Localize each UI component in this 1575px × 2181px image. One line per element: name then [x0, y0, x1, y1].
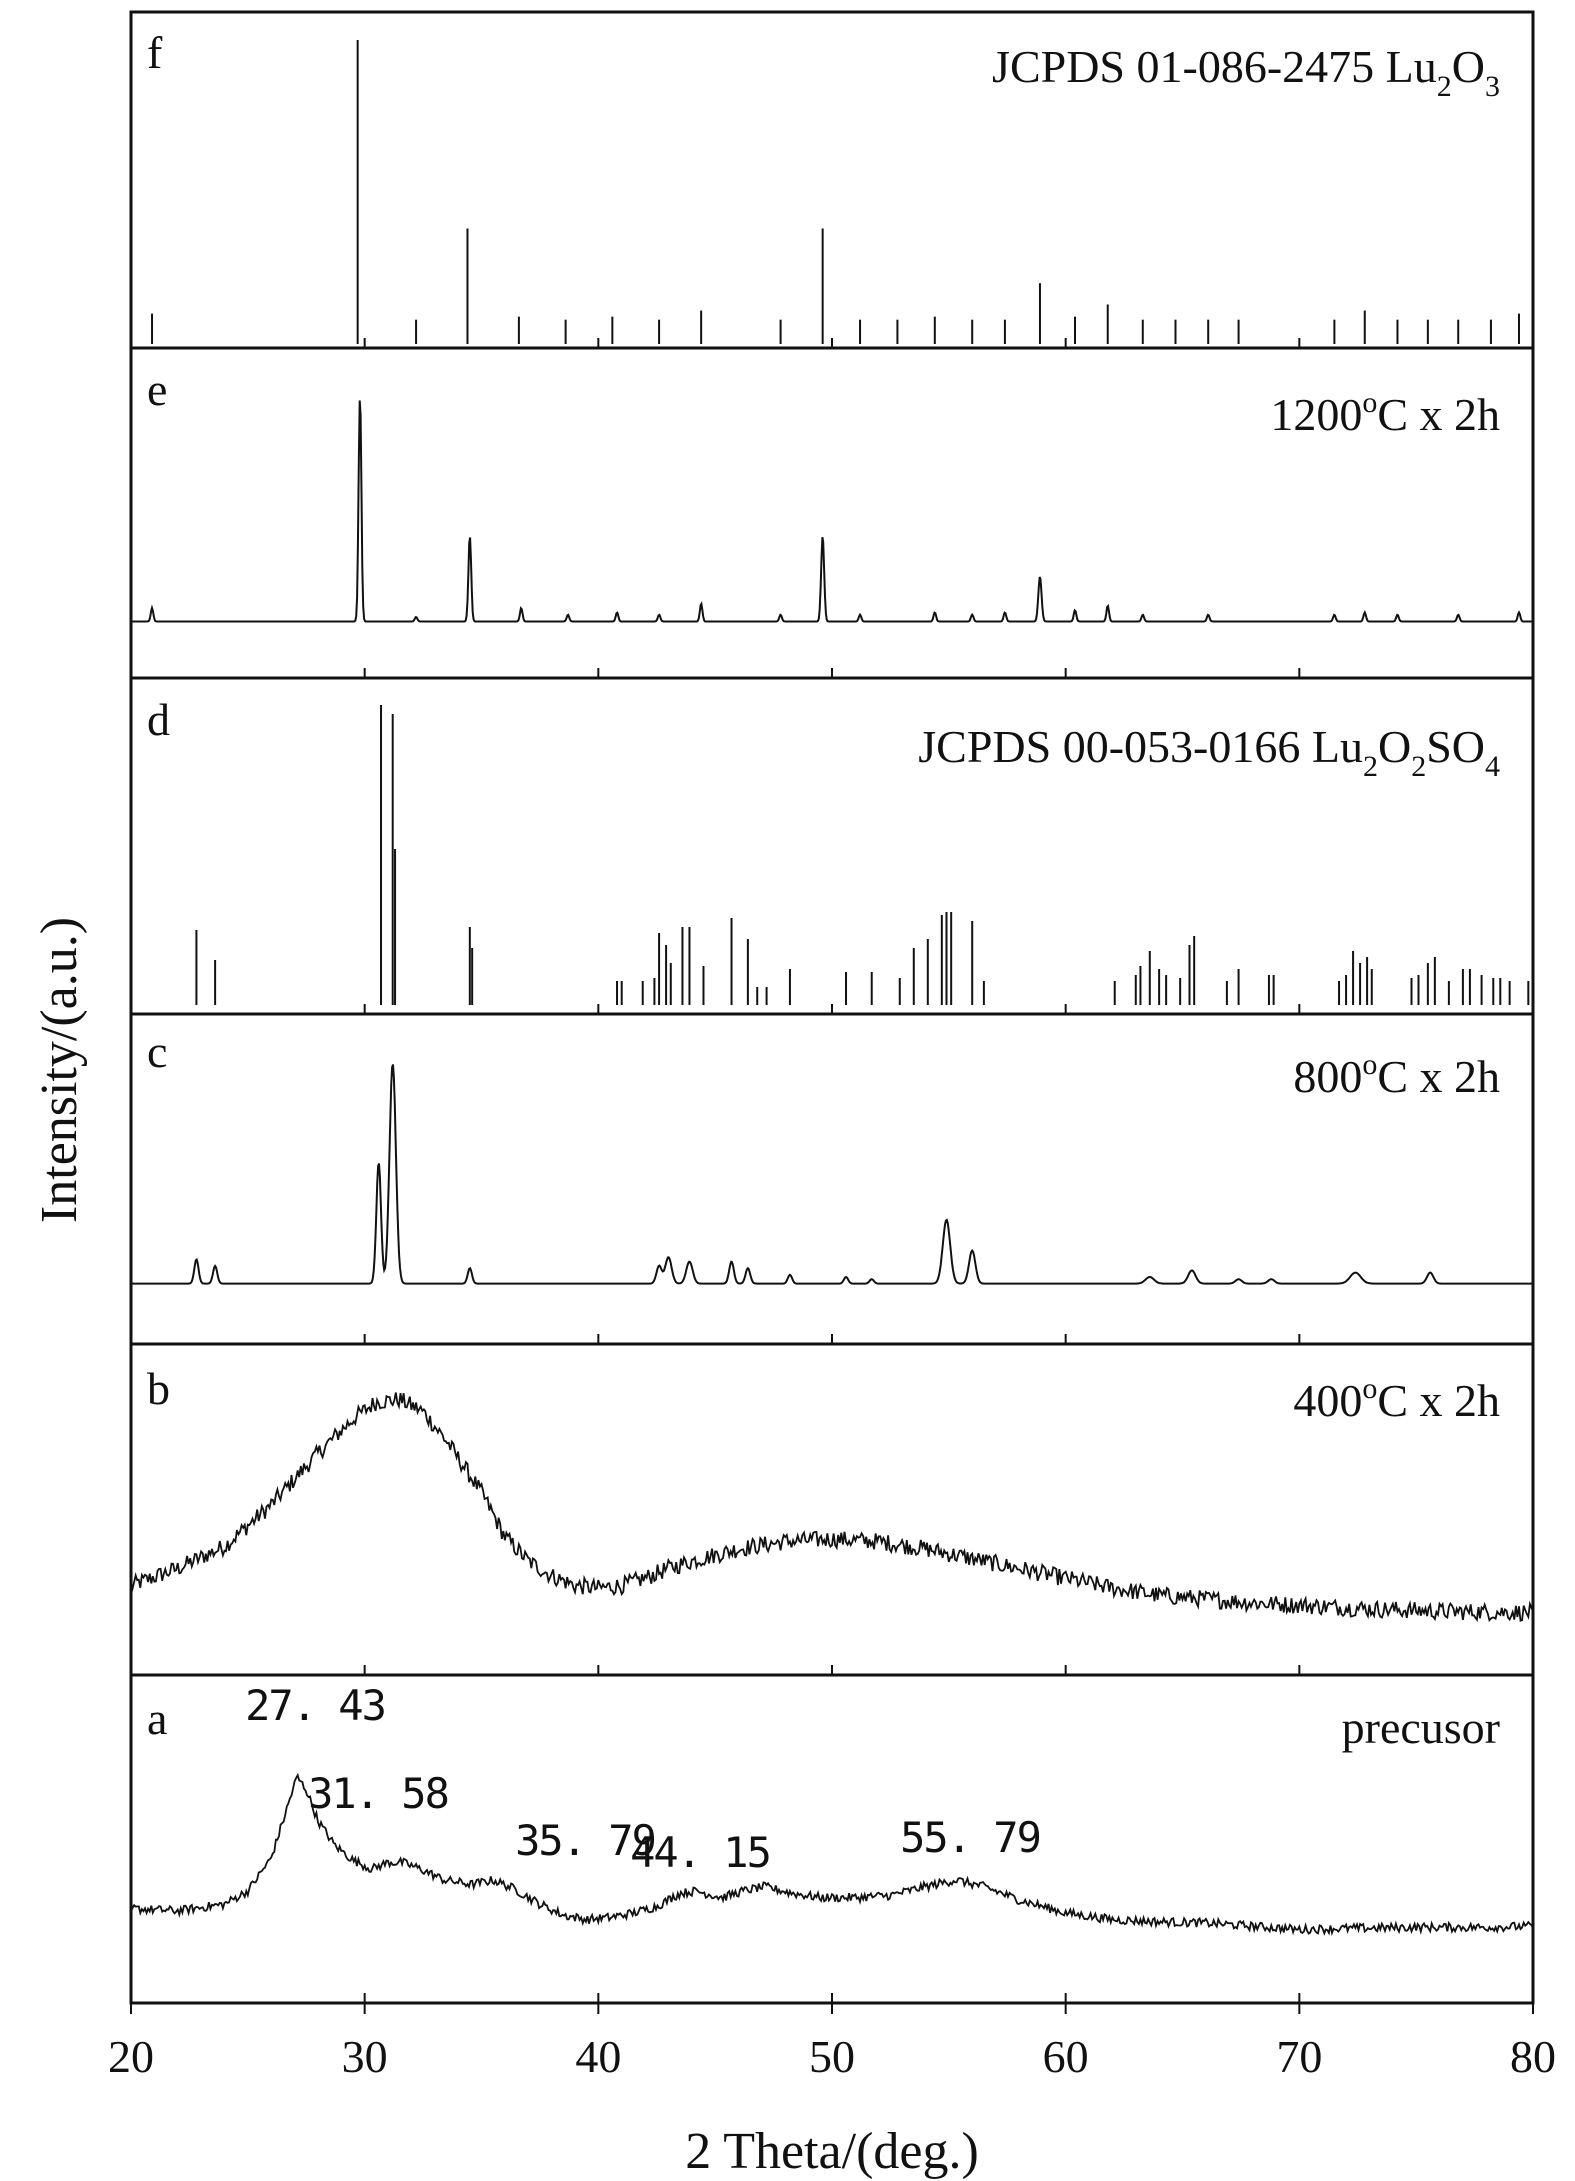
- panel-label: 800oC x 2h: [1293, 1048, 1500, 1102]
- y-axis-title: Intensity/(a.u.): [31, 917, 88, 1223]
- peak-annotation: 27. 43: [245, 1681, 385, 1730]
- pattern-line: [131, 1064, 1533, 1285]
- panel-letter: b: [147, 1363, 170, 1414]
- panel-f: f JCPDS 01-086-2475 Lu2O3: [129, 10, 1535, 350]
- x-tick-label: 30: [342, 2031, 388, 2082]
- peak-annotation: 55. 79: [900, 1813, 1040, 1862]
- peak-annotation: 35. 79: [515, 1816, 655, 1865]
- peak-annotation: 31. 58: [308, 1769, 448, 1818]
- panel-label: JCPDS 00-053-0166 Lu2O2SO4: [918, 721, 1500, 783]
- pattern-line: [131, 400, 1533, 623]
- panel-label: JCPDS 01-086-2475 Lu2O3: [992, 41, 1500, 103]
- x-tick-label: 20: [108, 2031, 154, 2082]
- panel-label: 1200oC x 2h: [1270, 386, 1500, 440]
- x-axis: 20 30 40 50 60 70 80: [108, 2003, 1556, 2082]
- chart-panels: f JCPDS 01-086-2475 Lu2O3 e 1200oC x 2h d JCP…: [129, 10, 1535, 2005]
- panel-d: d JCPDS 00-053-0166 Lu2O2SO4: [129, 676, 1535, 1016]
- panel-letter: d: [147, 694, 170, 745]
- panel-e: e 1200oC x 2h: [129, 346, 1535, 680]
- panel-label: 400oC x 2h: [1293, 1372, 1500, 1426]
- panel-letter: f: [147, 27, 163, 78]
- panel-letter: a: [147, 1693, 167, 1744]
- peak-annotation: 44. 15: [630, 1828, 770, 1877]
- panel-letter: c: [147, 1026, 167, 1077]
- pattern-line: [130, 1392, 1534, 1623]
- panel-c: c 800oC x 2h: [129, 1012, 1535, 1346]
- panel-label: precusor: [1342, 1702, 1500, 1753]
- x-tick-label: 40: [575, 2031, 621, 2082]
- x-axis-title: 2 Theta/(deg.): [685, 2123, 979, 2180]
- panel-b: b 400oC x 2h: [129, 1342, 1535, 1677]
- x-tick-label: 80: [1510, 2031, 1556, 2082]
- pattern-line: [130, 1772, 1534, 1937]
- x-tick-label: 70: [1276, 2031, 1322, 2082]
- x-tick-label: 50: [809, 2031, 855, 2082]
- panel-letter: e: [147, 364, 167, 415]
- x-tick-label: 60: [1043, 2031, 1089, 2082]
